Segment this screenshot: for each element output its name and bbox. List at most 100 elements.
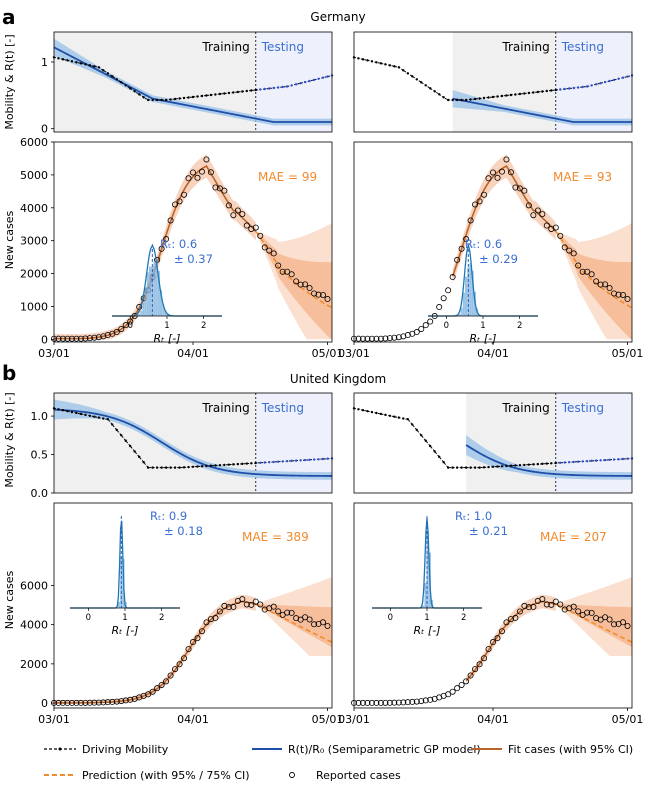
- mobility-point: [57, 57, 60, 60]
- reported-point: [297, 281, 304, 288]
- reported-point: [516, 608, 523, 615]
- reported-point: [306, 285, 313, 292]
- reported-point: [458, 681, 465, 688]
- reported-point: [243, 601, 250, 608]
- reported-point: [257, 601, 264, 608]
- legend-mobility: Driving Mobility: [44, 743, 169, 756]
- inset-xlabel: Rₜ [-]: [414, 624, 441, 637]
- reported-point: [373, 335, 380, 342]
- de-right-cases: MAE = 93 03/01 04/01 05/01 0 1 2 Rₜ [-] Rₜ: 0.6±…: [338, 141, 643, 360]
- reported-point: [584, 268, 591, 275]
- rt-line: [53, 408, 333, 477]
- germany-title: Germany: [310, 10, 365, 24]
- mobility-point: [236, 462, 240, 466]
- legend-mobility-label: Driving Mobility: [82, 743, 169, 756]
- rt-std-label: ± 0.18: [164, 524, 203, 538]
- top-frame: [353, 392, 633, 494]
- mobility-point: [366, 59, 369, 62]
- mobility-point: [200, 465, 204, 468]
- reported-point: [127, 696, 134, 703]
- mobility-point: [205, 94, 208, 97]
- mobility-point: [245, 462, 249, 465]
- mobility-point: [196, 465, 199, 468]
- reported-point: [624, 623, 631, 630]
- rt-line: [465, 444, 633, 477]
- mobility-point: [294, 83, 298, 86]
- reported-point: [498, 168, 505, 175]
- mobility-point: [84, 63, 87, 66]
- reported-point: [588, 271, 595, 278]
- hist-bar: [157, 270, 160, 316]
- top-frame: [53, 31, 333, 133]
- mobility-point: [612, 78, 616, 82]
- legend-prediction: Prediction (with 95% / 75% CI): [44, 769, 250, 782]
- mobility-point: [536, 462, 540, 466]
- reported-point: [588, 609, 595, 616]
- mobility-line: [353, 56, 633, 101]
- mobility-point: [424, 84, 427, 87]
- mobility-point: [505, 94, 508, 97]
- mobility-point: [169, 98, 172, 101]
- mobility-point: [469, 466, 472, 469]
- mobility-point: [245, 89, 249, 93]
- ytick-label: 1.0: [31, 410, 49, 423]
- mobility-point: [66, 409, 69, 413]
- mobility-point: [550, 462, 553, 465]
- mobility-point: [361, 58, 365, 61]
- mobility-point: [303, 80, 307, 84]
- mobility-point: [263, 461, 266, 464]
- legend-prediction-label: Prediction (with 95% / 75% CI): [82, 769, 250, 782]
- training-label: Training: [501, 401, 549, 415]
- mobility-point: [200, 94, 204, 98]
- reported-point: [570, 603, 577, 610]
- reported-point: [602, 281, 609, 288]
- ytick-label: 1000: [20, 300, 48, 313]
- mobility-point: [375, 61, 378, 64]
- mobility-point: [250, 89, 253, 92]
- reported-point: [324, 296, 331, 303]
- hist-bar: [164, 310, 167, 316]
- mobility-point: [164, 466, 168, 469]
- mobility-point: [527, 463, 531, 466]
- hist-bar: [142, 302, 145, 316]
- fit-band: [54, 594, 256, 704]
- mobility-point: [321, 457, 325, 461]
- uk-title: United Kingdom: [290, 372, 386, 386]
- reported-point: [368, 335, 375, 342]
- reported-point: [620, 619, 627, 626]
- ytick-label: 0: [41, 123, 48, 136]
- hist-bar: [462, 292, 465, 316]
- reported-point: [440, 295, 447, 302]
- reported-point: [176, 661, 183, 668]
- reported-point: [449, 688, 456, 695]
- reported-point: [463, 678, 470, 685]
- reported-point: [145, 691, 152, 698]
- reported-point: [561, 244, 568, 251]
- reported-point: [570, 250, 577, 257]
- reported-point: [476, 661, 483, 668]
- mobility-point: [608, 79, 611, 83]
- reported-point: [234, 207, 241, 214]
- testing-label: Testing: [561, 401, 604, 415]
- mobility-point: [415, 78, 418, 81]
- uk-left-cases: MAE = 389 0 2000 4000 6000 03/01 04/01 05/01 0 1 2…: [20, 502, 343, 726]
- mobility-point: [415, 428, 418, 432]
- reported-point: [185, 175, 192, 182]
- mobility-point: [379, 412, 383, 416]
- mobility-point: [482, 96, 486, 100]
- hist-bar: [153, 261, 156, 316]
- reported-point: [400, 699, 407, 706]
- rt-line: [452, 97, 632, 123]
- inset-tick-label: 2: [159, 613, 164, 623]
- reported-point: [86, 335, 93, 342]
- mobility-point: [370, 60, 374, 63]
- mobility-point: [585, 459, 589, 463]
- mobility-point: [576, 460, 580, 463]
- hist-bar: [465, 276, 468, 316]
- reported-point: [212, 184, 219, 191]
- testing-label: Testing: [261, 401, 304, 415]
- mobility-point: [402, 417, 405, 420]
- reported-point: [597, 616, 604, 623]
- reported-point: [386, 699, 393, 706]
- top-frame: [353, 31, 633, 133]
